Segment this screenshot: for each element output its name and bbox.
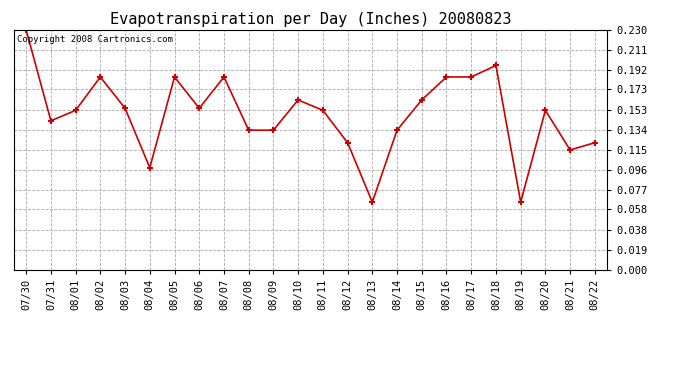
Title: Evapotranspiration per Day (Inches) 20080823: Evapotranspiration per Day (Inches) 2008… xyxy=(110,12,511,27)
Text: Copyright 2008 Cartronics.com: Copyright 2008 Cartronics.com xyxy=(17,35,172,44)
